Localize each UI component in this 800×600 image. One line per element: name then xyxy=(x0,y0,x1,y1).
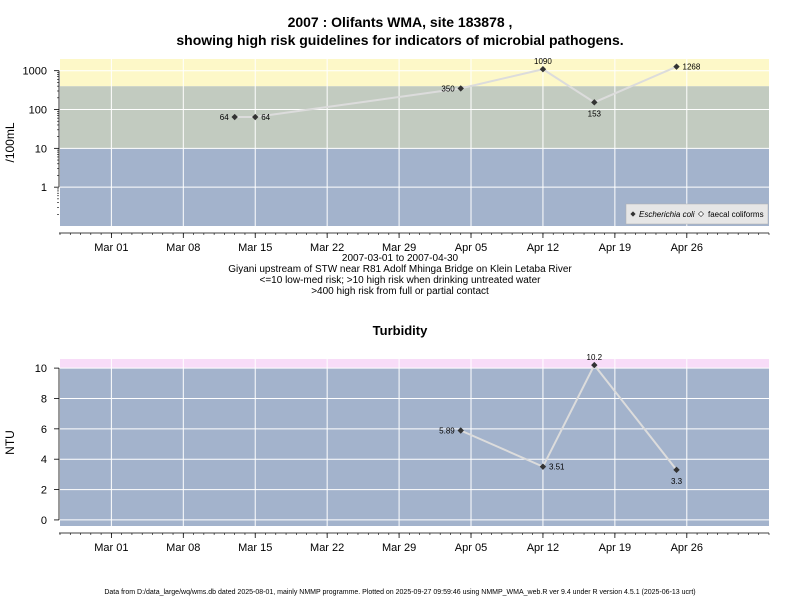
data-label: 1268 xyxy=(683,63,701,72)
caption-contact-risk: >400 high risk from full or partial cont… xyxy=(311,286,489,297)
x-tick-label: Apr 26 xyxy=(671,242,703,254)
data-point xyxy=(673,466,680,474)
legend-marker-faecal-coliforms xyxy=(697,210,705,218)
data-point xyxy=(591,361,598,369)
data-point xyxy=(591,99,598,106)
y-tick-label: 10 xyxy=(35,143,47,155)
risk-band-2 xyxy=(60,359,769,369)
turbidity-title: Turbidity xyxy=(372,323,428,338)
legend-box xyxy=(625,203,769,225)
data-point xyxy=(539,66,547,73)
x-tick-label: Apr 12 xyxy=(527,242,559,254)
x-tick-label: Mar 22 xyxy=(310,242,344,254)
risk-band-1 xyxy=(60,368,769,526)
footer-note: Data from D:/data_large/wq/wms.db dated … xyxy=(104,589,696,596)
series-line xyxy=(460,363,678,471)
data-point xyxy=(231,113,238,121)
data-label: 5.89 xyxy=(439,427,455,436)
y-tick-label: 100 xyxy=(29,105,47,117)
x-tick-label: Mar 01 xyxy=(94,242,128,254)
pathogen-panel: 1 10 100 1000/100mL Mar 01 Mar 08 Mar 15 Mar 22… xyxy=(3,57,770,254)
data-point xyxy=(539,463,547,470)
x-tick-label: Mar 29 xyxy=(382,542,416,554)
x-tick-label: Mar 15 xyxy=(238,542,272,554)
x-tick-label: Apr 05 xyxy=(455,542,487,554)
caption-drinking-risk: <=10 low-med risk; >10 high risk when dr… xyxy=(259,275,541,286)
data-label: 64 xyxy=(220,113,229,122)
series-line xyxy=(234,65,677,119)
x-tick-label: Apr 19 xyxy=(599,542,631,554)
y-tick-label: 1 xyxy=(41,182,47,194)
risk-band-3 xyxy=(60,59,769,87)
turbidity-panel: 0 2 4 6 8 10 NTU Mar 01 Mar 08 Mar 15 Mar 22 Mar 29… xyxy=(3,353,770,554)
data-point xyxy=(673,63,680,70)
x-tick-label: Mar 29 xyxy=(382,242,416,254)
x-tick-label: Mar 08 xyxy=(166,242,200,254)
y-tick-label: 0 xyxy=(41,515,47,527)
data-label: 153 xyxy=(588,109,602,118)
y-axis-label: /100mL xyxy=(3,122,17,162)
legend-marker-e-coli xyxy=(630,211,636,217)
legend-label-e-coli: Escherichia coli xyxy=(639,210,695,219)
data-label: 3.3 xyxy=(671,477,683,486)
data-label: 10.2 xyxy=(587,353,603,362)
y-axis-label: NTU xyxy=(3,430,17,455)
x-tick-label: Apr 26 xyxy=(671,542,703,554)
x-tick-label: Mar 08 xyxy=(166,542,200,554)
risk-band-2 xyxy=(60,86,769,149)
data-point xyxy=(457,427,464,434)
x-tick-label: Mar 01 xyxy=(94,542,128,554)
y-tick-label: 6 xyxy=(41,424,47,436)
chart-title-line2: showing high risk guidelines for indicat… xyxy=(176,32,624,48)
data-point xyxy=(252,113,259,121)
y-tick-label: 4 xyxy=(41,454,47,466)
data-label: 350 xyxy=(441,84,455,93)
x-tick-label: Apr 19 xyxy=(599,242,631,254)
x-tick-label: Apr 05 xyxy=(455,242,487,254)
caption-date-range: 2007-03-01 to 2007-04-30 xyxy=(341,253,459,264)
legend-label-faecal-coliforms: faecal coliforms xyxy=(708,210,764,219)
y-tick-label: 10 xyxy=(35,363,47,375)
x-tick-label: Mar 15 xyxy=(238,242,272,254)
data-point xyxy=(457,85,464,92)
y-tick-label: 8 xyxy=(41,393,47,405)
x-tick-label: Apr 12 xyxy=(527,542,559,554)
data-label: 3.51 xyxy=(549,463,565,472)
caption-site-description: Giyani upstream of STW near R81 Adolf Mh… xyxy=(228,264,572,275)
y-tick-label: 1000 xyxy=(23,66,47,78)
data-label: 1090 xyxy=(534,57,552,66)
data-label: 64 xyxy=(261,113,270,122)
y-tick-label: 2 xyxy=(41,485,47,497)
x-tick-label: Mar 22 xyxy=(310,542,344,554)
chart-title-line1: 2007 : Olifants WMA, site 183878 , xyxy=(287,14,513,30)
